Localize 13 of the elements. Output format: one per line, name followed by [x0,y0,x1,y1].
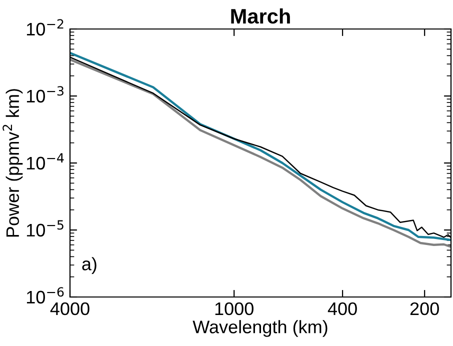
y-tick-label: 10$^{−5}$ [26,220,64,237]
y-tick-label: 10$^{−4}$ [26,153,64,170]
x-tick-label: 400 [328,302,357,316]
y-tick-label: 10$^{−2}$ [26,19,64,36]
x-tick-label: 4000 [50,302,90,316]
y-tick-label: 10$^{−6}$ [26,287,64,304]
y-tick-label: 10$^{−3}$ [26,86,64,103]
x-tick-label: 1000 [215,302,254,316]
x-axis-title: Wavelength (km) [192,320,328,337]
chart-title: March [231,8,290,24]
y-axis-title: Power (ppmv$^{2}$ km) [2,89,23,237]
annotation: a) [82,257,96,274]
x-tick-label: 200 [410,302,439,316]
